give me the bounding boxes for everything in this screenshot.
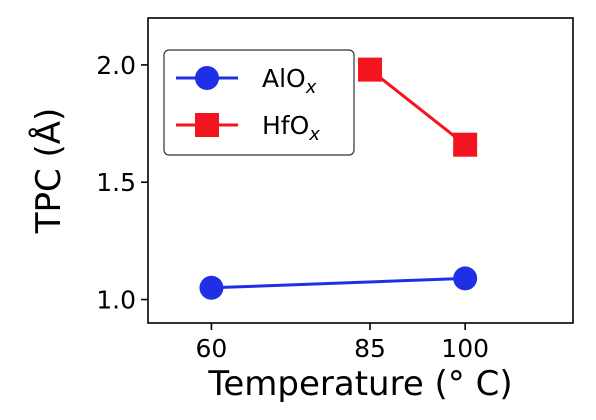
x-tick-label-85: 85 (354, 334, 386, 363)
y-tick-label-1: 1.5 (96, 168, 136, 197)
y-tick-label-2: 2.0 (96, 51, 136, 80)
data-layer (199, 57, 478, 300)
x-tick-label-60: 60 (196, 334, 228, 363)
legend-marker-hfo (195, 113, 219, 137)
data-point-hfo-100 (453, 132, 478, 157)
x-ticks: 60 85 100 (196, 323, 489, 363)
x-axis-label: Temperature (° C) (207, 364, 512, 404)
data-point-alo-60 (199, 275, 224, 300)
series-line-hfo (369, 68, 467, 146)
plot-frame (147, 17, 574, 324)
y-axis-label: TPC (Å) (28, 108, 69, 235)
data-point-hfo-85 (358, 57, 383, 82)
y-tick-label-0: 1.0 (96, 286, 136, 315)
y-ticks: 1.0 1.5 2.0 (96, 51, 148, 315)
legend-marker-alo (195, 66, 219, 90)
x-tick-label-100: 100 (441, 334, 489, 363)
legend-box (163, 49, 355, 156)
data-point-alo-100 (453, 266, 478, 291)
series-line-alo (211, 276, 466, 290)
